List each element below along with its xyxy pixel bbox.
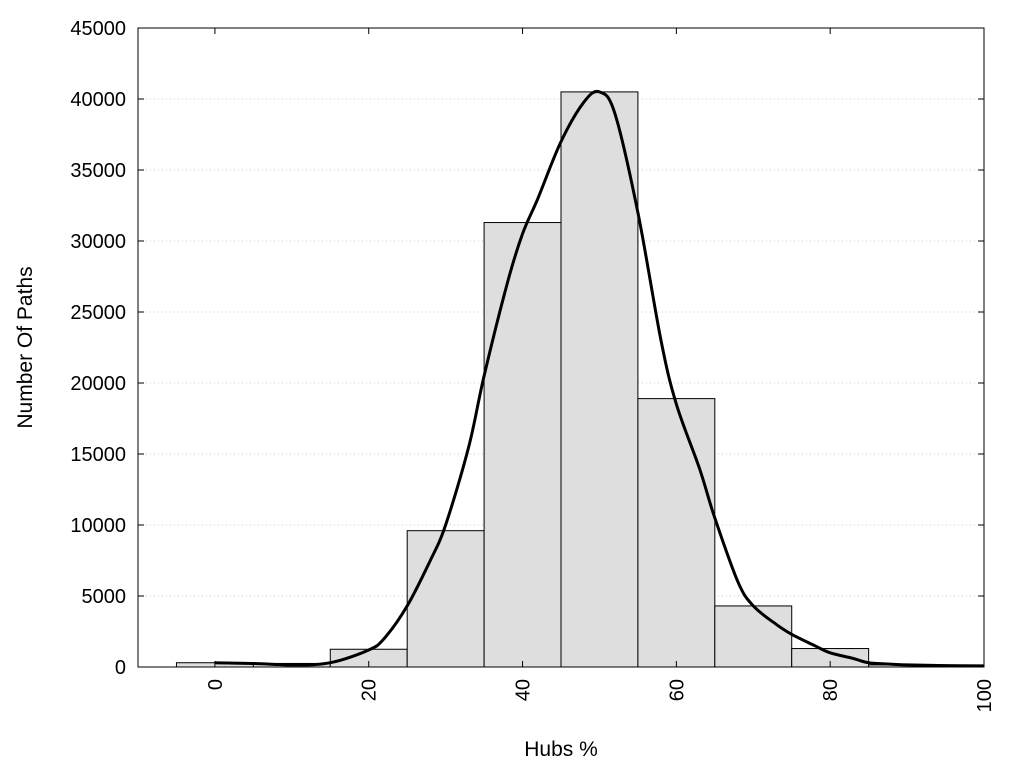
x-axis-title: Hubs %: [524, 738, 598, 761]
x-tick-label: 40: [513, 679, 535, 701]
y-tick-label: 25000: [70, 302, 126, 324]
y-tick-label: 15000: [70, 444, 126, 466]
x-tick-label: 20: [359, 679, 381, 701]
y-tick-label: 0: [115, 657, 126, 679]
y-tick-label: 10000: [70, 515, 126, 537]
histogram-bar: [714, 605, 793, 668]
x-tick-label: 80: [820, 679, 842, 701]
y-tick-label: 45000: [70, 18, 126, 40]
y-tick-label: 5000: [82, 586, 127, 608]
density-curve: [214, 89, 985, 668]
y-tick-label: 30000: [70, 231, 126, 253]
y-axis-ticks: 0 5000 10000 15000 20000 25000 30000 35000 40000…: [70, 18, 984, 679]
x-tick-label: 60: [666, 679, 688, 701]
y-tick-label: 35000: [70, 160, 126, 182]
histogram-bars: [175, 91, 947, 668]
x-tick-label: 0: [205, 679, 227, 690]
histogram-bar: [483, 222, 562, 668]
plot-frame: [137, 27, 985, 668]
x-axis-ticks: 0 20 40 60 80 100: [205, 28, 996, 712]
histogram-bar: [406, 530, 485, 668]
histogram-bar: [637, 398, 716, 668]
y-axis-title: Number Of Paths: [14, 266, 37, 428]
histogram-bar: [560, 91, 639, 668]
x-tick-label: 100: [974, 679, 996, 712]
y-tick-label: 20000: [70, 373, 126, 395]
grid-lines: [138, 98, 984, 597]
y-tick-label: 40000: [70, 89, 126, 111]
